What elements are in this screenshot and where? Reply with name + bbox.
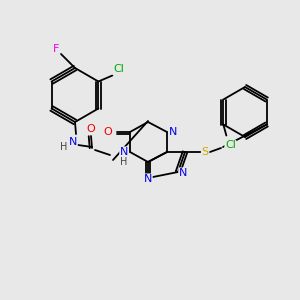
Text: N: N bbox=[179, 168, 187, 178]
Text: H: H bbox=[120, 157, 128, 167]
Text: Cl: Cl bbox=[225, 140, 236, 151]
Text: O: O bbox=[103, 127, 112, 137]
Text: S: S bbox=[201, 147, 208, 157]
Text: N: N bbox=[144, 174, 152, 184]
Text: N: N bbox=[69, 137, 77, 147]
Text: N: N bbox=[169, 127, 177, 137]
Text: H: H bbox=[60, 142, 68, 152]
Text: N: N bbox=[120, 147, 128, 157]
Text: O: O bbox=[87, 124, 95, 134]
Text: Cl: Cl bbox=[113, 64, 124, 74]
Text: F: F bbox=[53, 44, 59, 54]
